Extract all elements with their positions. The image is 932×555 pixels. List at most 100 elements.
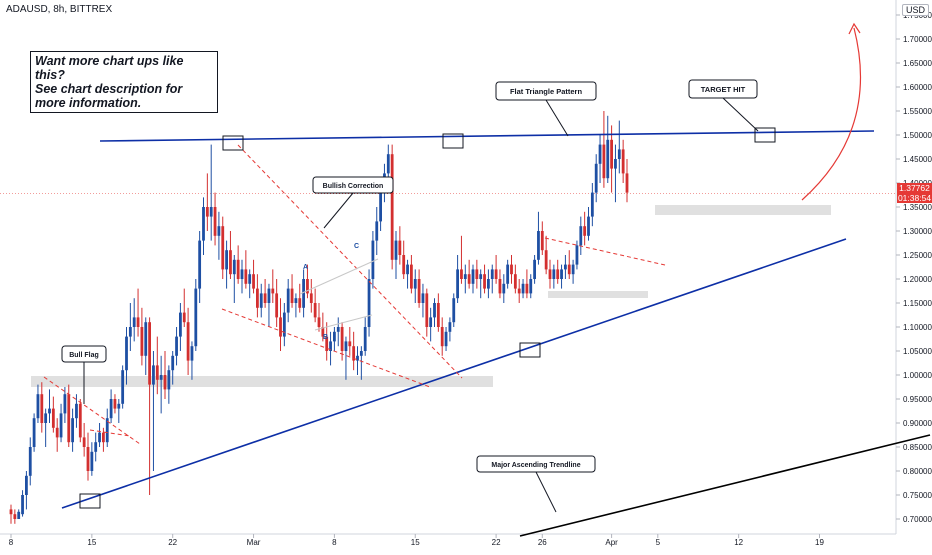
candle-body — [217, 226, 221, 236]
y-tick-label: 1.25000 — [903, 251, 932, 260]
candle-body — [302, 279, 305, 308]
candle-body — [436, 303, 440, 327]
candle-body — [537, 231, 540, 260]
candle-body — [9, 509, 13, 515]
candle-body — [309, 293, 313, 303]
candle-body — [614, 159, 617, 169]
candle-body — [317, 317, 321, 327]
candle-body — [394, 240, 398, 260]
candle-body — [444, 331, 448, 347]
bar-countdown: 01:38:54 — [897, 193, 932, 203]
triangle-resistance-line — [99, 130, 875, 142]
pivot-box — [222, 135, 244, 151]
candle-body — [67, 394, 71, 443]
candle-body — [398, 240, 402, 255]
candle-body — [248, 274, 252, 284]
major-trendline-label: Major Ascending Trendline — [491, 462, 580, 469]
candle-body — [256, 288, 259, 308]
y-tick-label: 1.20000 — [903, 275, 932, 284]
candle-body — [594, 163, 598, 193]
candle-body — [232, 259, 236, 275]
candle-body — [483, 274, 486, 289]
candle-body — [144, 322, 148, 356]
candle-body — [429, 317, 433, 327]
candle-body — [340, 327, 344, 351]
candle-body — [433, 303, 436, 318]
bull-flag-label: Bull Flag — [69, 352, 99, 359]
bull-flag-box — [61, 345, 107, 363]
candle-body — [413, 279, 417, 289]
candle-body — [213, 207, 217, 236]
candle-body — [525, 283, 529, 294]
correction-channel-upper — [237, 144, 463, 379]
candle-body — [229, 250, 232, 275]
candle-body — [94, 442, 98, 452]
candle-body — [502, 283, 506, 294]
y-tick-label: 0.80000 — [903, 467, 932, 476]
candle-body — [105, 418, 109, 443]
candle-body — [202, 207, 205, 241]
candle-body — [125, 336, 128, 371]
y-tick-label: 0.70000 — [903, 515, 932, 524]
y-tick-label: 1.65000 — [903, 59, 932, 68]
y-tick-label: 1.60000 — [903, 83, 932, 92]
candle-body — [410, 264, 413, 289]
candle-body — [190, 346, 194, 361]
candle-body — [556, 269, 560, 279]
candle-body — [82, 437, 86, 447]
candle-body — [175, 336, 178, 356]
wave-label: B — [323, 334, 328, 341]
flat-triangle-box — [495, 81, 597, 101]
candle-body — [51, 408, 55, 428]
flag-upper — [544, 237, 666, 266]
candle-body — [44, 413, 48, 423]
currency-label[interactable]: USD — [902, 4, 930, 16]
candle-body — [48, 408, 51, 414]
candle-body — [282, 312, 286, 337]
candle-body — [498, 279, 502, 294]
candle-body — [479, 274, 483, 279]
candle-body — [371, 240, 375, 279]
ascending-support-line — [61, 238, 847, 509]
candle-body — [40, 394, 44, 423]
candle-body — [336, 327, 340, 332]
candle-body — [375, 221, 379, 241]
candle-body — [71, 418, 74, 443]
candle-body — [610, 139, 613, 169]
y-tick-label: 1.50000 — [903, 131, 932, 140]
candle-body — [471, 269, 475, 284]
bullish-correction-pointer — [323, 192, 354, 229]
last-price-value: 1.37762 — [899, 183, 930, 193]
y-tick-label: 1.45000 — [903, 155, 932, 164]
candle-body — [463, 274, 467, 279]
candle-body — [313, 303, 317, 318]
candle-body — [32, 418, 36, 447]
candle-body — [225, 250, 228, 270]
candle-body — [28, 447, 32, 476]
major-trendline-pointer — [535, 471, 557, 513]
candle-body — [271, 288, 275, 294]
candle-body — [240, 269, 244, 279]
candle-body — [564, 264, 567, 270]
candle-body — [402, 255, 406, 275]
projection-arrow-head — [848, 22, 861, 35]
pivot-box — [754, 127, 776, 143]
target-hit-pointer — [722, 97, 759, 132]
candle-body — [78, 403, 82, 438]
candle-body — [55, 427, 59, 438]
candle-body — [533, 259, 536, 279]
candle-body — [221, 226, 225, 270]
pivot-box — [442, 133, 464, 149]
y-tick-label: 0.85000 — [903, 443, 932, 452]
candle-body — [209, 207, 213, 217]
candle-body — [333, 331, 336, 342]
candle-body — [390, 154, 394, 260]
abc-channel-lower — [314, 314, 373, 331]
y-tick-label: 1.10000 — [903, 323, 932, 332]
candle-body — [128, 327, 132, 337]
candle-body — [275, 293, 279, 318]
bullish-correction-label: Bullish Correction — [323, 183, 384, 190]
x-tick-label: 12 — [734, 538, 743, 547]
